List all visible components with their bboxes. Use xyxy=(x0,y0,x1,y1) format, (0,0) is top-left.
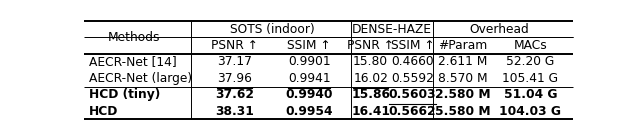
Text: 0.5662: 0.5662 xyxy=(388,105,436,118)
Text: 0.9940: 0.9940 xyxy=(285,88,333,101)
Text: PSNR ↑: PSNR ↑ xyxy=(211,39,258,52)
Text: 0.5603: 0.5603 xyxy=(388,88,436,101)
Text: 51.04 G: 51.04 G xyxy=(504,88,557,101)
Text: 15.86: 15.86 xyxy=(351,88,390,101)
Text: Overhead: Overhead xyxy=(469,23,529,36)
Text: 52.20 G: 52.20 G xyxy=(506,55,554,69)
Text: 2.580 M: 2.580 M xyxy=(435,88,491,101)
Text: DENSE-HAZE: DENSE-HAZE xyxy=(351,23,431,36)
Text: 15.80: 15.80 xyxy=(353,55,388,69)
Text: PSNR ↑: PSNR ↑ xyxy=(348,39,394,52)
Text: 37.62: 37.62 xyxy=(215,88,254,101)
Text: 37.17: 37.17 xyxy=(218,55,252,69)
Text: HCD: HCD xyxy=(89,105,118,118)
Text: 16.02: 16.02 xyxy=(353,72,388,85)
Text: AECR-Net [14]: AECR-Net [14] xyxy=(89,55,177,69)
Text: SSIM ↑: SSIM ↑ xyxy=(390,39,434,52)
Text: 2.611 M: 2.611 M xyxy=(438,55,488,69)
Text: #Param: #Param xyxy=(438,39,488,52)
Text: 0.4660: 0.4660 xyxy=(391,55,434,69)
Text: 0.9941: 0.9941 xyxy=(288,72,330,85)
Text: 0.5592: 0.5592 xyxy=(391,72,434,85)
Text: 104.03 G: 104.03 G xyxy=(499,105,561,118)
Text: 105.41 G: 105.41 G xyxy=(502,72,558,85)
Text: 37.96: 37.96 xyxy=(218,72,252,85)
Text: SOTS (indoor): SOTS (indoor) xyxy=(230,23,315,36)
Text: Methods: Methods xyxy=(108,31,160,44)
Text: 0.9901: 0.9901 xyxy=(288,55,330,69)
Text: 16.41: 16.41 xyxy=(351,105,390,118)
Text: AECR-Net (large): AECR-Net (large) xyxy=(89,72,192,85)
Text: 8.570 M: 8.570 M xyxy=(438,72,488,85)
Text: HCD (tiny): HCD (tiny) xyxy=(89,88,160,101)
Text: 38.31: 38.31 xyxy=(215,105,254,118)
Text: 5.580 M: 5.580 M xyxy=(435,105,491,118)
Text: SSIM ↑: SSIM ↑ xyxy=(287,39,331,52)
Text: 0.9954: 0.9954 xyxy=(285,105,333,118)
Text: MACs: MACs xyxy=(513,39,547,52)
